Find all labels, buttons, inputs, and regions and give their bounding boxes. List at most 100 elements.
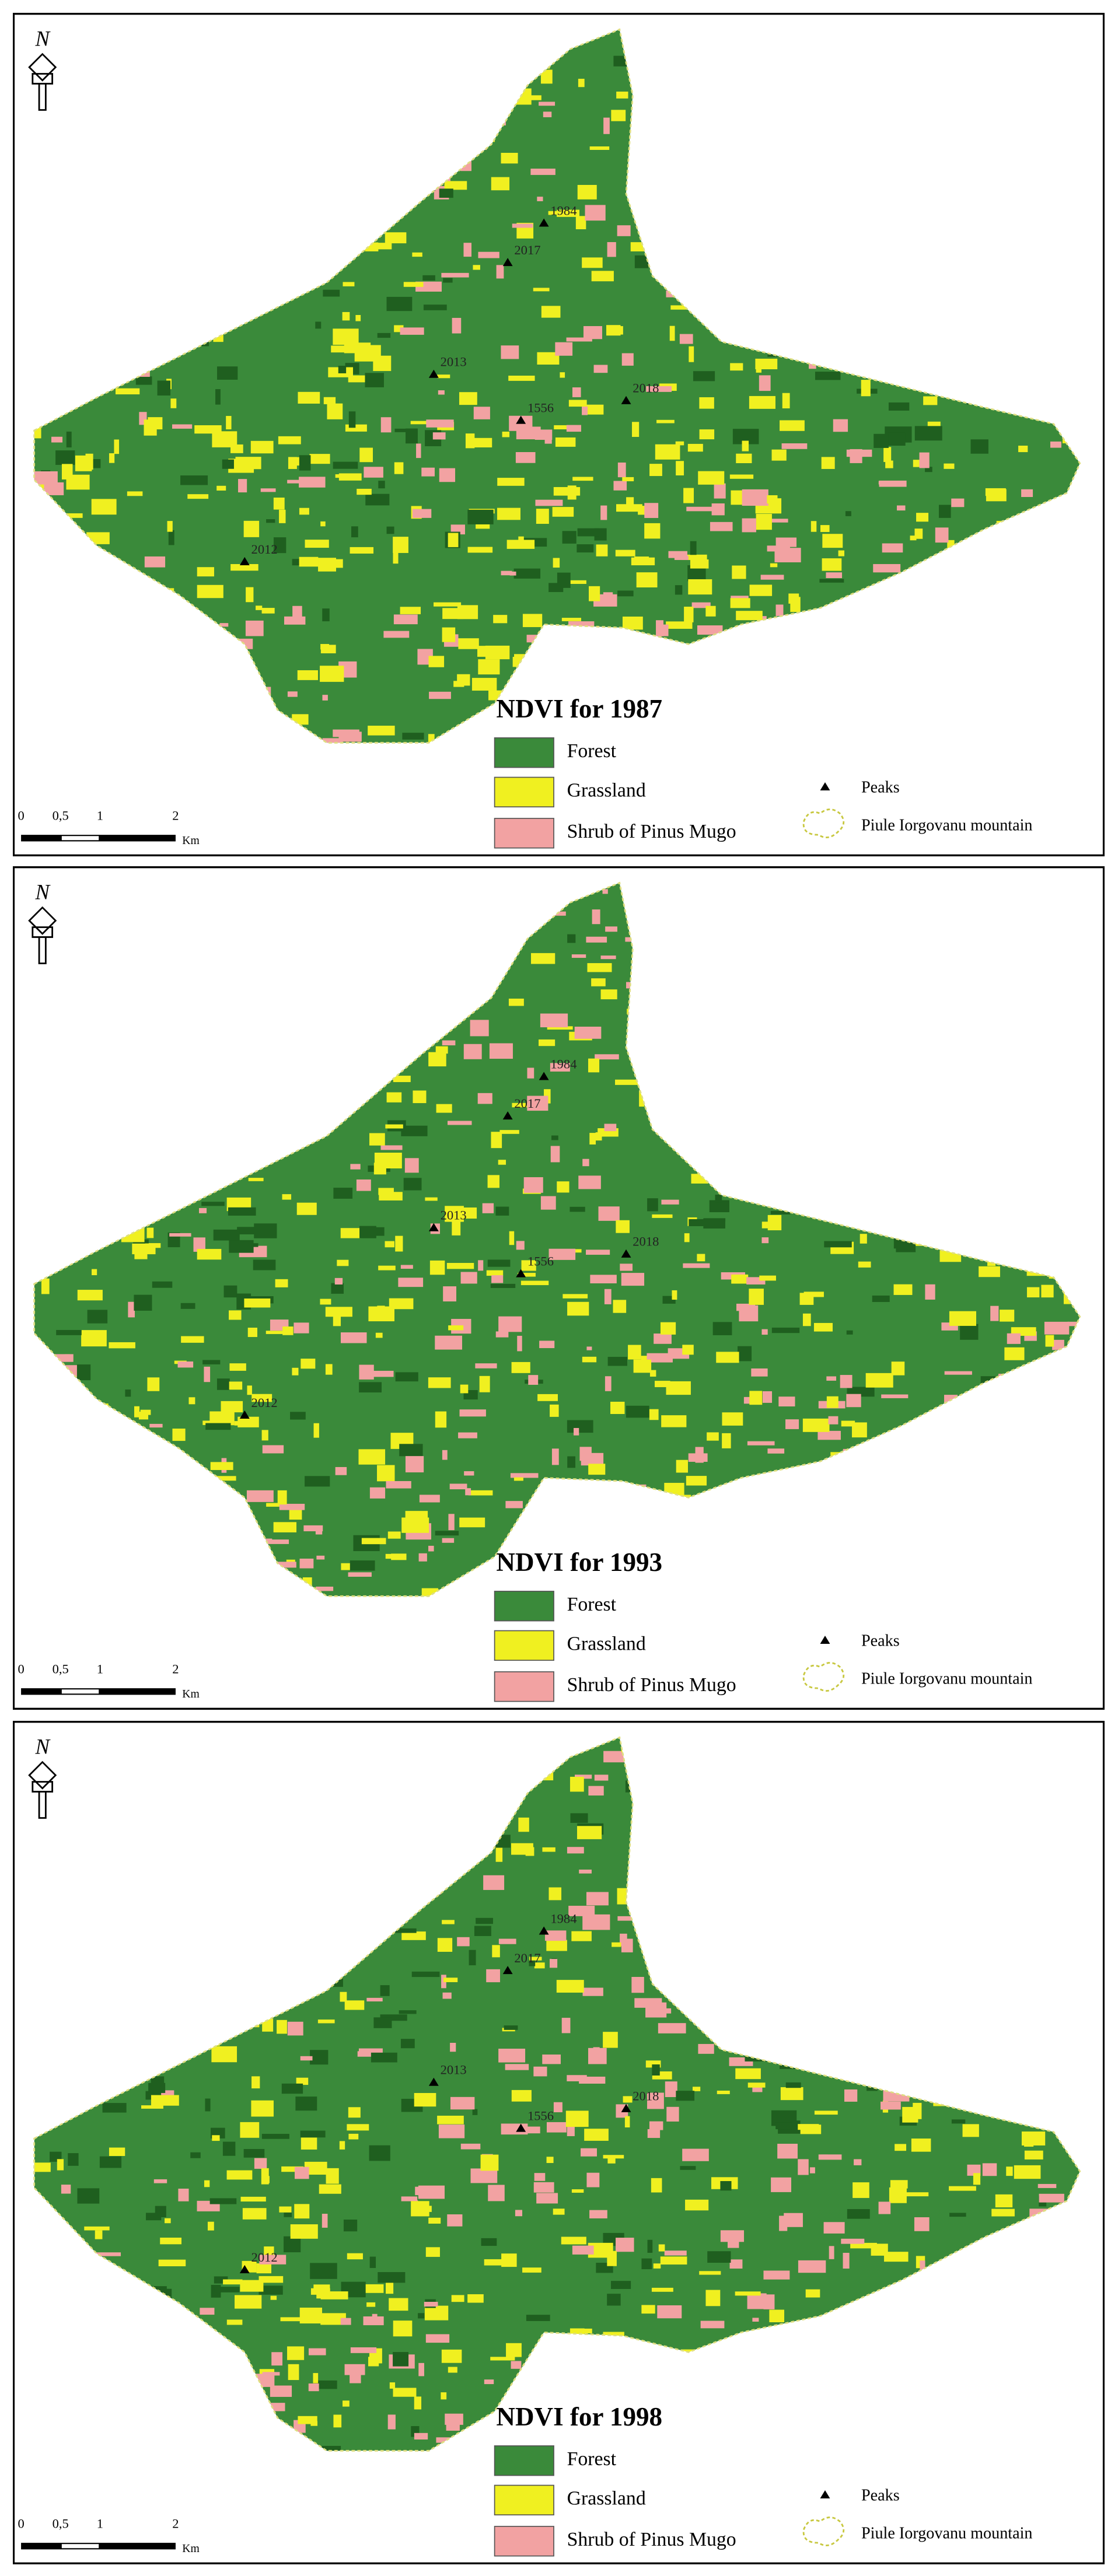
mountain-outline [33, 1736, 1081, 2452]
land-patch [275, 1279, 288, 1287]
land-patch [698, 2043, 714, 2054]
land-patch [284, 616, 306, 625]
land-patch [496, 265, 504, 279]
land-patch [223, 2279, 243, 2285]
land-patch [226, 2319, 243, 2325]
north-label: N [35, 880, 51, 904]
land-patch [823, 2222, 845, 2234]
land-patch [499, 1130, 519, 1134]
land-patch [555, 342, 573, 356]
land-patch [378, 2272, 406, 2283]
land-patch [394, 462, 404, 474]
land-patch [371, 2052, 397, 2063]
legend-label: Grassland [567, 780, 646, 802]
land-patch [622, 477, 634, 482]
land-patch [340, 1992, 347, 2002]
peak-label: 1984 [550, 203, 577, 218]
land-patch [299, 477, 326, 488]
land-patch [722, 1412, 743, 1426]
land-patch [555, 437, 576, 447]
land-patch [798, 2159, 809, 2175]
land-patch [351, 526, 358, 538]
land-patch [785, 2082, 801, 2088]
land-patch [604, 1124, 617, 1132]
land-patch [730, 598, 750, 608]
land-patch [670, 305, 694, 310]
land-patch [429, 691, 451, 699]
land-patch [467, 2294, 484, 2303]
land-patch [612, 1942, 621, 1947]
land-patch [441, 2392, 447, 2400]
north-label: N [35, 1735, 51, 1759]
land-patch [205, 1423, 231, 1430]
land-patch [261, 608, 275, 614]
land-patch [699, 429, 715, 440]
land-patch [57, 2159, 64, 2171]
land-patch [95, 2230, 103, 2239]
land-patch [800, 2124, 822, 2134]
land-patch [310, 2050, 329, 2065]
land-patch [491, 1132, 502, 1149]
land-patch [649, 464, 662, 477]
land-patch [214, 2287, 240, 2292]
land-patch [435, 1046, 448, 1054]
land-patch [742, 518, 756, 533]
land-patch [157, 380, 171, 396]
land-patch [146, 1227, 154, 1238]
land-patch [536, 509, 549, 524]
land-patch [563, 1294, 588, 1298]
land-patch [666, 2106, 679, 2122]
land-patch [798, 2260, 826, 2273]
land-patch [290, 1412, 306, 1420]
land-patch [443, 278, 453, 283]
land-patch [540, 1196, 556, 1210]
land-patch [547, 1026, 573, 1030]
land-patch [445, 2413, 463, 2425]
land-patch [472, 2109, 478, 2115]
land-patch [896, 1240, 916, 1252]
land-patch [554, 425, 577, 429]
land-patch [944, 1371, 972, 1375]
land-patch [223, 1285, 237, 1298]
land-patch [833, 419, 848, 432]
land-patch [170, 398, 177, 408]
land-patch [436, 2437, 455, 2443]
land-patch [624, 2116, 630, 2127]
land-patch [282, 1194, 292, 1200]
land-patch [343, 282, 355, 286]
land-patch [492, 1945, 500, 1958]
land-patch [426, 419, 454, 428]
land-patch [690, 541, 697, 555]
land-patch [891, 1362, 905, 1376]
land-patch [613, 481, 627, 491]
north-arrow [28, 52, 57, 111]
land-patch [761, 1222, 772, 1228]
land-patch [1039, 2193, 1064, 2203]
land-patch [442, 627, 456, 642]
land-patch [553, 2102, 563, 2112]
scale-unit: Km [182, 2542, 200, 2555]
peak-marker [428, 369, 439, 378]
land-patch [344, 2364, 365, 2375]
land-patch [296, 2077, 309, 2085]
land-patch [165, 2218, 171, 2224]
land-patch [511, 1843, 533, 1855]
land-patch [335, 1466, 347, 1475]
land-patch [301, 2137, 317, 2150]
land-patch [477, 1093, 492, 1104]
land-patch [491, 1275, 504, 1283]
land-patch [292, 1367, 299, 1376]
land-patch [761, 1329, 768, 1335]
land-patch [658, 2244, 665, 2252]
land-patch [484, 2259, 509, 2266]
land-patch [639, 1090, 645, 1107]
land-patch [889, 2187, 907, 2203]
land-patch [134, 1294, 152, 1311]
legend-label: Peaks [861, 779, 900, 797]
land-patch [423, 304, 447, 310]
land-patch [393, 1076, 411, 1083]
land-patch [759, 1275, 776, 1281]
land-patch [530, 169, 555, 175]
land-patch [520, 2126, 540, 2134]
land-patch [429, 1260, 445, 1275]
